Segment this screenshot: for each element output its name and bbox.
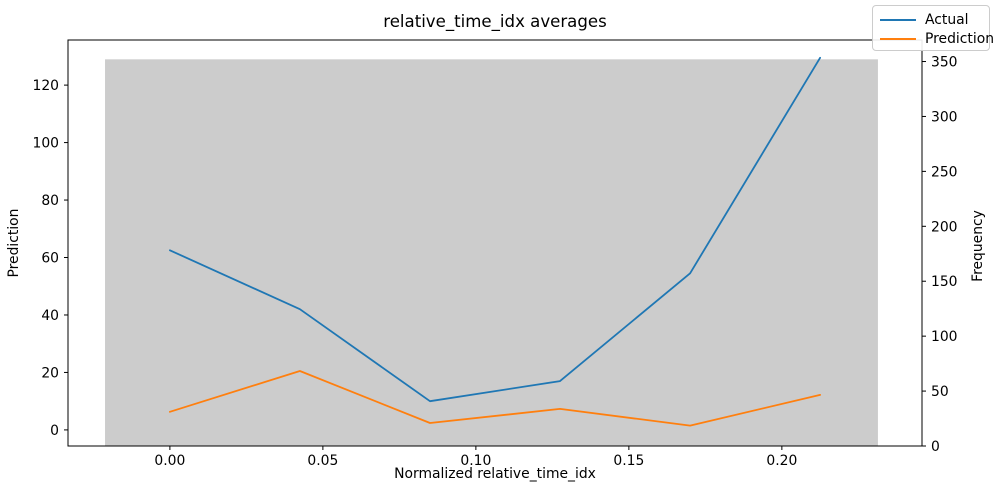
x-tick-label: 0.00 [154, 453, 185, 469]
legend-item-prediction: Prediction [880, 29, 994, 48]
x-tick-label: 0.15 [613, 453, 644, 469]
y-tick-label-right: 100 [931, 329, 958, 345]
y-tick-label-right: 250 [931, 164, 958, 180]
y-tick-label-right: 300 [931, 109, 958, 125]
prediction-line-swatch [880, 37, 916, 40]
legend: Actual Prediction [872, 5, 994, 51]
y-tick-label-right: 350 [931, 55, 958, 71]
y-tick-label-left: 20 [41, 365, 59, 381]
chart-title: relative_time_idx averages [383, 12, 607, 31]
y-tick-label-left: 120 [32, 78, 59, 94]
plot-border [67, 39, 923, 447]
x-tick-label: 0.20 [766, 453, 797, 469]
legend-item-actual: Actual [880, 10, 983, 29]
histogram-bar [105, 59, 878, 446]
y-tick-label-right: 0 [931, 439, 940, 455]
series-line-actual [168, 56, 821, 403]
y-axis-label-left: Prediction [6, 208, 22, 278]
x-tick-label: 0.05 [307, 453, 338, 469]
y-tick-label-left: 0 [50, 423, 59, 439]
legend-label-actual: Actual [925, 11, 969, 28]
y-tick-label-left: 60 [41, 251, 59, 267]
legend-label-prediction: Prediction [925, 30, 995, 47]
actual-line-swatch [880, 18, 916, 21]
y-tick-label-left: 80 [41, 193, 59, 209]
series-line-prediction [168, 370, 821, 427]
y-tick-label-left: 40 [41, 308, 59, 324]
y-axis-label-right: Frequency [970, 210, 986, 282]
y-tick-label-right: 150 [931, 274, 958, 290]
y-tick-label-right: 50 [931, 384, 949, 400]
y-tick-label-right: 200 [931, 219, 958, 235]
y-tick-label-left: 100 [32, 136, 59, 152]
x-axis-label: Normalized relative_time_idx [394, 466, 596, 482]
x-tick-label: 0.10 [460, 453, 491, 469]
